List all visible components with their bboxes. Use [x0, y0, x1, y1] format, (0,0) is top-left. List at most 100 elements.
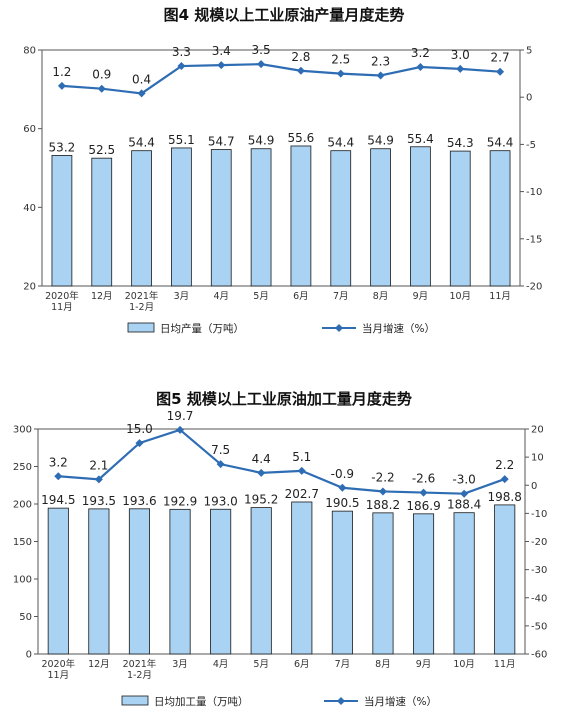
growth-value-label: 2.8 [291, 50, 310, 64]
growth-value-label: 2.3 [371, 54, 390, 68]
x-category-label: 12月 [91, 291, 113, 302]
growth-point [94, 475, 103, 484]
bar-value-label: 54.9 [367, 134, 394, 148]
bar [250, 507, 272, 655]
growth-value-label: 7.5 [211, 443, 230, 457]
bar-value-label: 202.7 [285, 487, 319, 501]
bar [291, 501, 313, 655]
x-category-label: 4月 [213, 659, 229, 670]
growth-value-label: 2.7 [491, 51, 510, 65]
legend-line-label: 当月增速（%） [364, 695, 437, 708]
growth-value-label: -3.0 [452, 473, 475, 487]
bar [449, 150, 471, 287]
growth-value-label: 1.2 [52, 65, 71, 79]
growth-value-label: 3.2 [49, 455, 68, 469]
x-category-label: 8月 [375, 659, 391, 670]
y-right-tick-label: -15 [526, 234, 542, 245]
bar [453, 512, 475, 655]
y-left-tick-label: 100 [13, 575, 32, 586]
y-right-tick-label: -20 [531, 537, 547, 548]
bar [250, 148, 272, 287]
y-right-tick-label: 0 [526, 93, 532, 104]
growth-value-label: 2.5 [331, 53, 350, 67]
x-category-label: 9月 [416, 659, 432, 670]
bar [494, 504, 516, 655]
bar-value-label: 54.3 [447, 136, 474, 150]
bar-value-label: 55.1 [168, 133, 195, 147]
growth-point [54, 472, 63, 481]
y-right-tick-label: -10 [526, 187, 542, 198]
growth-value-label: 4.4 [252, 452, 271, 466]
bar-value-label: 194.5 [41, 493, 75, 507]
y-right-tick-label: 0 [531, 481, 537, 492]
growth-value-label: 3.5 [252, 43, 271, 57]
bar [330, 150, 352, 287]
x-category-label: 3月 [174, 291, 190, 302]
growth-point [378, 487, 387, 496]
growth-point [97, 84, 106, 93]
growth-value-label: 2.2 [495, 458, 514, 472]
growth-point [296, 66, 305, 75]
y-left-tick-label: 20 [23, 282, 36, 293]
growth-value-label: 3.4 [212, 44, 231, 58]
y-left-tick-label: 50 [19, 612, 32, 623]
y-right-tick-label: 5 [526, 46, 532, 57]
growth-value-label: 0.4 [132, 72, 151, 86]
y-right-tick-label: -50 [531, 621, 547, 632]
bar-value-label: 54.4 [128, 136, 155, 150]
y-right-tick-label: 10 [531, 453, 544, 464]
bar-value-label: 186.9 [406, 499, 440, 513]
x-category-label: 12月 [88, 659, 110, 670]
growth-point [135, 439, 144, 448]
x-category-label: 11月 [494, 659, 516, 670]
growth-point [460, 489, 469, 498]
bar-value-label: 192.9 [163, 494, 197, 508]
y-left-tick-label: 250 [13, 462, 32, 473]
x-category-label: 9月 [413, 291, 429, 302]
y-left-tick-label: 300 [13, 425, 32, 436]
bar [370, 148, 391, 287]
y-left-tick-label: 150 [13, 537, 32, 548]
growth-point [257, 468, 266, 477]
x-category-label: 6月 [293, 291, 309, 302]
chart-title: 图5 规模以上工业原油加工量月度走势 [156, 390, 412, 408]
bar-value-label: 52.5 [88, 143, 115, 157]
legend-bar-swatch [121, 695, 149, 706]
x-category-label: 8月 [373, 291, 389, 302]
growth-point [216, 460, 225, 469]
legend-bar-swatch [127, 322, 155, 333]
growth-point [217, 61, 226, 70]
bar [169, 508, 191, 655]
growth-value-label: 2.1 [89, 458, 108, 472]
growth-value-label: 0.9 [92, 68, 111, 82]
y-right-tick-label: -30 [531, 565, 547, 576]
y-left-tick-label: 0 [26, 650, 32, 661]
y-left-tick-label: 60 [23, 124, 36, 135]
bar [331, 510, 353, 655]
bar-value-label: 198.8 [488, 490, 522, 504]
bar-value-label: 54.4 [487, 136, 514, 150]
growth-point [177, 62, 186, 71]
bar-value-label: 55.4 [407, 132, 434, 146]
y-right-tick-label: 20 [531, 425, 544, 436]
bar [372, 512, 394, 655]
growth-point [176, 425, 185, 434]
growth-point [336, 69, 345, 78]
bar [412, 513, 435, 655]
y-right-tick-label: -20 [526, 282, 542, 293]
bar-value-label: 54.4 [327, 136, 354, 150]
growth-point [419, 488, 428, 497]
growth-point [297, 466, 306, 475]
legend-bar-label: 日均产量（万吨） [160, 322, 244, 335]
growth-value-label: -2.2 [371, 470, 394, 484]
x-category-label: 7月 [333, 291, 349, 302]
bar [47, 507, 69, 655]
growth-value-label: 15.0 [126, 422, 153, 436]
y-left-tick-label: 40 [23, 203, 36, 214]
bar [88, 508, 110, 655]
x-category-label: 2020年 11月 [45, 290, 79, 313]
bar [171, 147, 192, 287]
bar [290, 145, 312, 287]
